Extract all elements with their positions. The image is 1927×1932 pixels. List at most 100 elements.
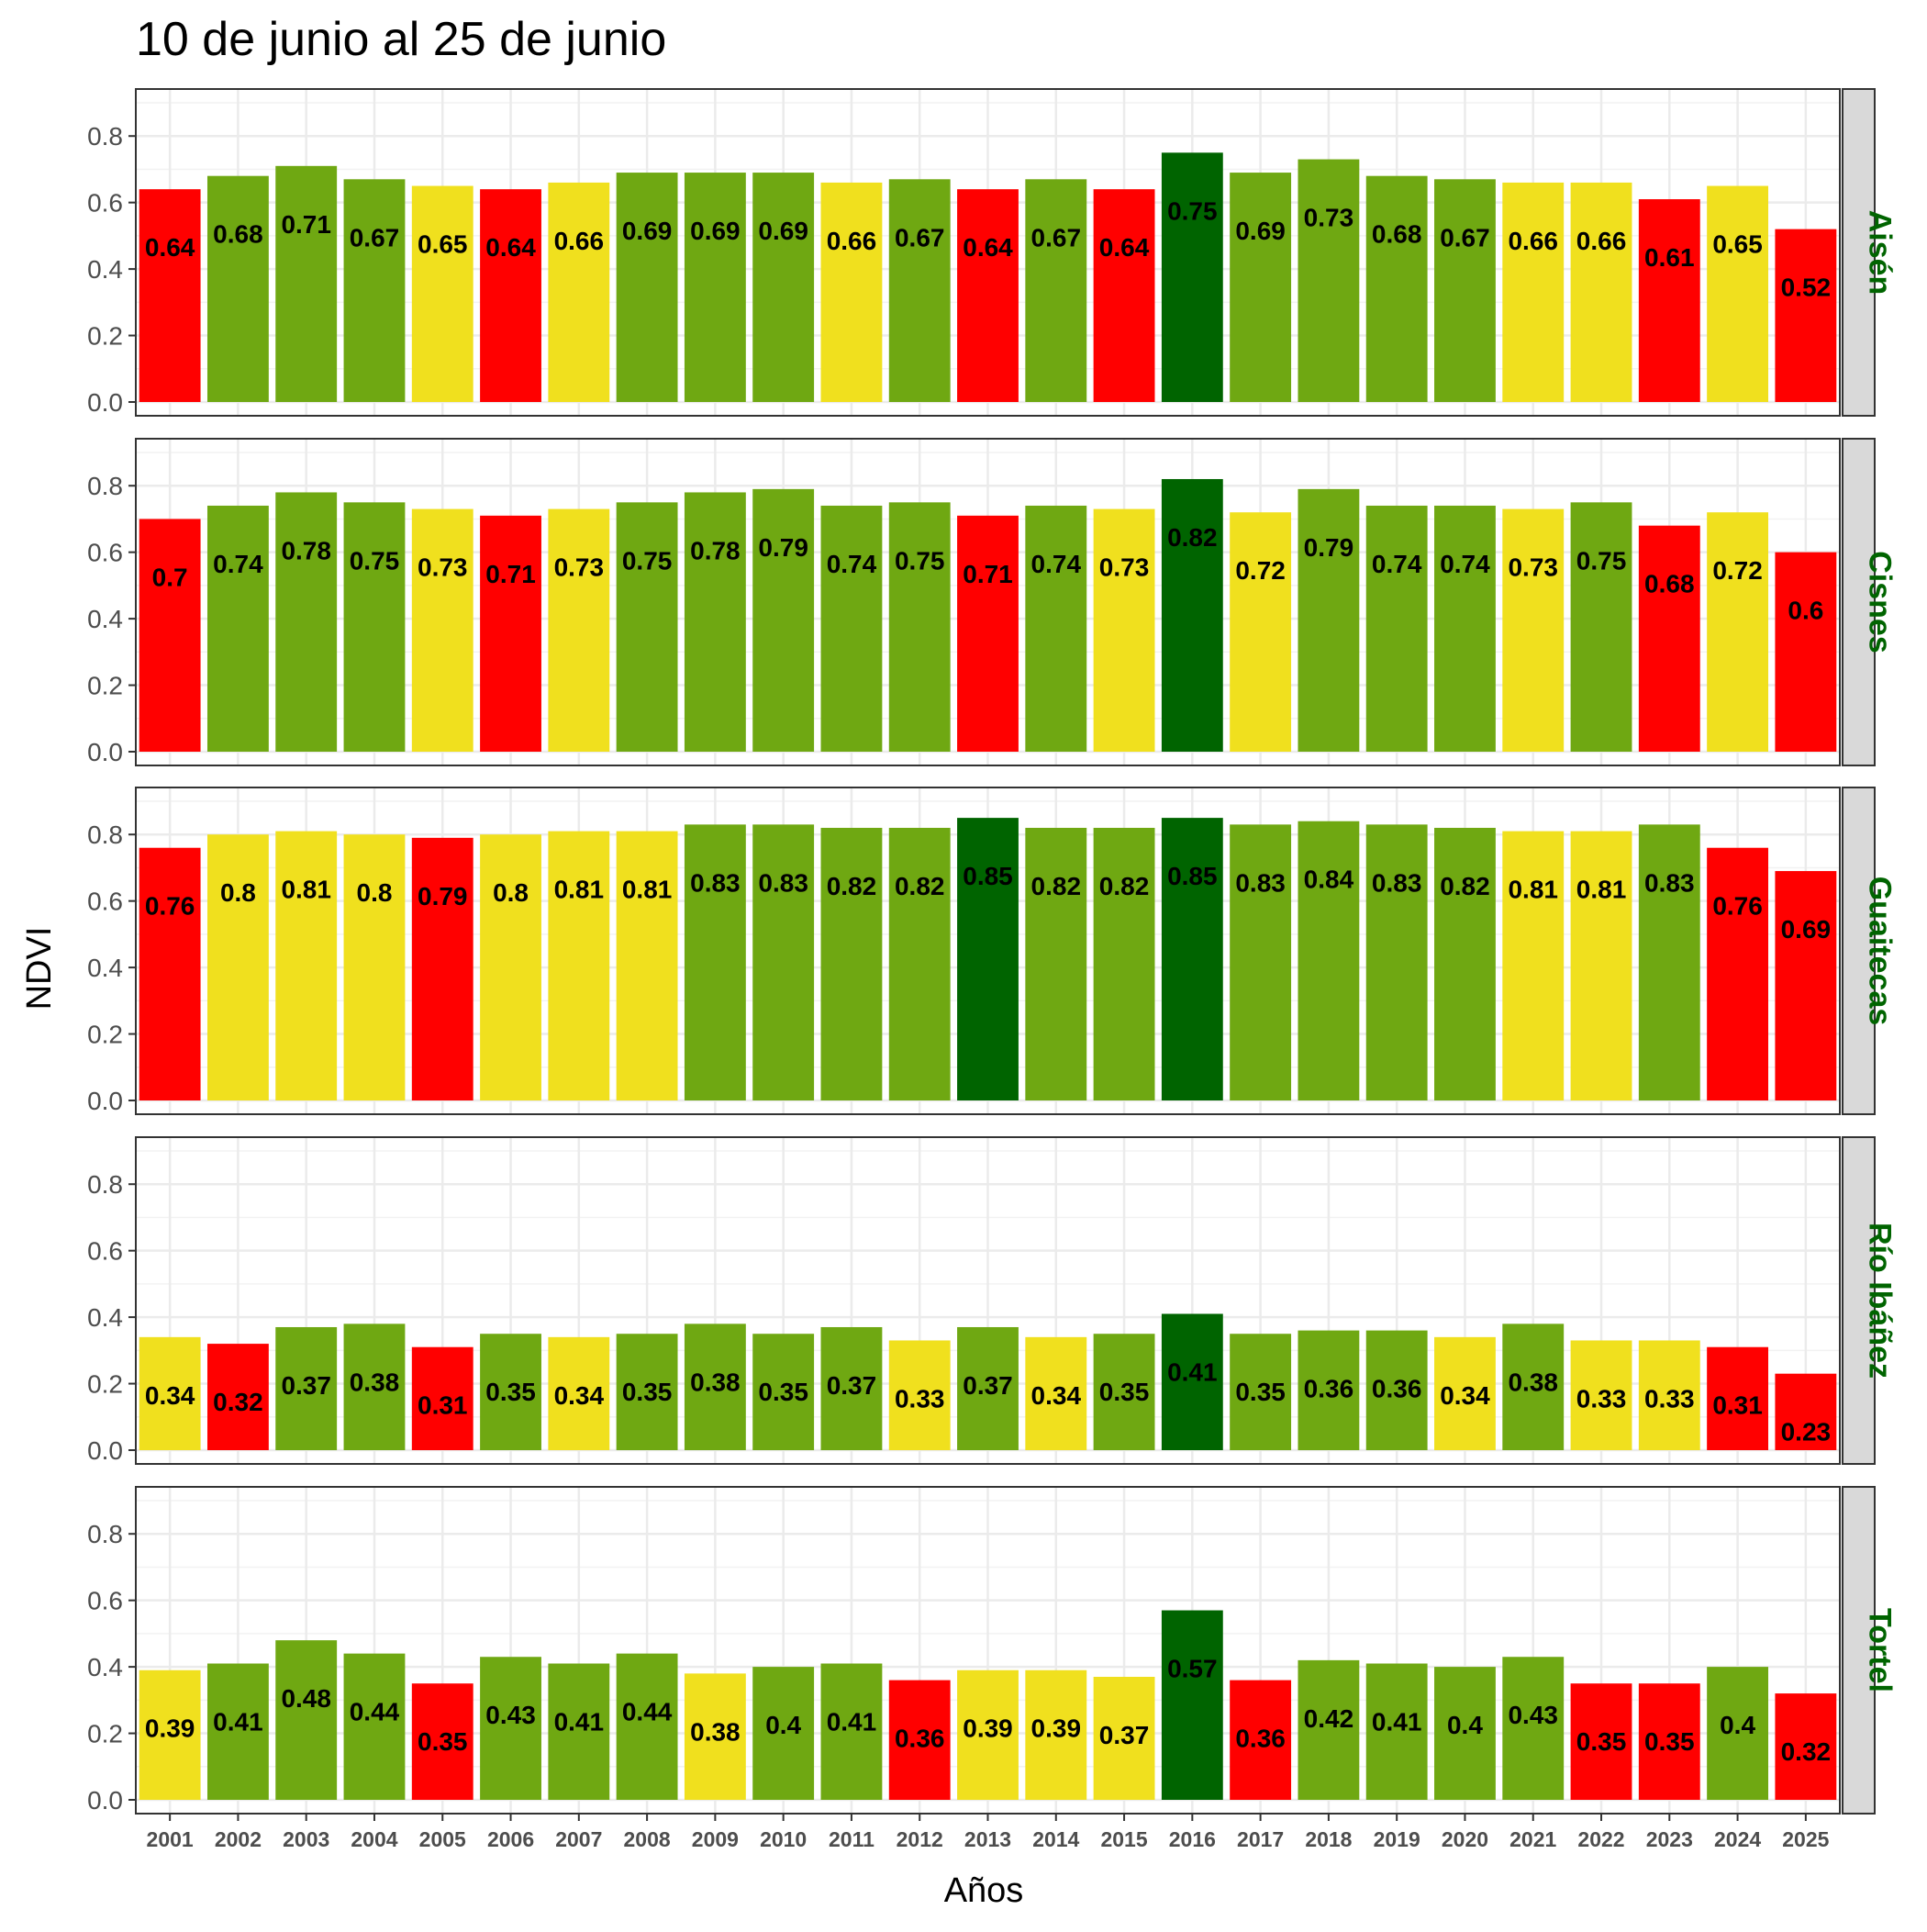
bar-value-label: 0.35 (485, 1378, 536, 1406)
bar-2020 (1434, 827, 1496, 1100)
facet-strip (1842, 787, 1876, 1115)
y-tick-label: 0.8 (87, 1170, 123, 1199)
bar-2022 (1570, 182, 1632, 402)
bar-value-label: 0.83 (1644, 868, 1695, 897)
x-tick-label: 2002 (215, 1827, 262, 1851)
bar-2012 (888, 1340, 951, 1450)
bar-value-label: 0.34 (145, 1381, 195, 1410)
bar-value-label: 0.72 (1712, 556, 1763, 585)
bar-2005 (411, 1683, 473, 1800)
bar-value-label: 0.83 (1235, 868, 1286, 897)
x-tick-label: 2009 (692, 1827, 739, 1851)
bar-value-label: 0.35 (418, 1727, 468, 1756)
x-tick-label: 2016 (1169, 1827, 1216, 1851)
bar-value-label: 0.34 (1031, 1381, 1082, 1410)
bar-2004 (343, 502, 406, 752)
y-tick-label: 0.4 (87, 954, 123, 982)
bar-2010 (752, 824, 815, 1100)
bar-2012 (888, 1680, 951, 1800)
panel-border (135, 88, 1841, 417)
bar-value-label: 0.64 (145, 233, 195, 262)
bar-value-label: 0.44 (350, 1698, 400, 1726)
bar-value-label: 0.69 (690, 217, 741, 245)
x-tick-label: 2005 (419, 1827, 466, 1851)
facet-panel-2: 0.76 0.8 0.81 0.8 0.79 0.8 0.81 0.81 0.83 0.83 0.8… (87, 787, 1898, 1115)
bar-value-label: 0.4 (765, 1711, 801, 1739)
bar-value-label: 0.66 (554, 227, 605, 255)
bar-2025 (1775, 552, 1837, 752)
facet-strip (1842, 1486, 1876, 1815)
bar-value-label: 0.39 (145, 1714, 195, 1743)
bar-2023 (1638, 199, 1700, 402)
bar-2008 (616, 502, 678, 752)
x-tick-label: 2021 (1509, 1827, 1556, 1851)
bar-2002 (206, 1344, 269, 1450)
bar-2009 (684, 824, 746, 1100)
bar-2015 (1093, 508, 1155, 752)
x-tick-label: 2024 (1714, 1827, 1761, 1851)
bar-2019 (1365, 824, 1428, 1100)
bar-value-label: 0.69 (1781, 915, 1832, 944)
bar-value-label: 0.81 (1576, 876, 1627, 904)
bar-2024 (1707, 847, 1769, 1100)
bar-value-label: 0.83 (690, 868, 741, 897)
x-tick-label: 2014 (1032, 1827, 1079, 1851)
bar-2014 (1025, 1670, 1087, 1800)
bar-value-label: 0.79 (418, 882, 468, 910)
bar-value-label: 0.74 (1440, 550, 1490, 578)
bar-2011 (820, 182, 883, 402)
bar-2004 (343, 834, 406, 1100)
bar-value-label: 0.66 (1508, 227, 1558, 255)
bar-value-label: 0.82 (827, 872, 877, 900)
bar-2011 (820, 1326, 883, 1450)
bar-value-label: 0.82 (1031, 872, 1082, 900)
x-tick-label: 2022 (1577, 1827, 1624, 1851)
bar-2022 (1570, 831, 1632, 1100)
bar-2006 (480, 834, 541, 1100)
x-axis-title: Años (944, 1871, 1024, 1910)
bar-value-label: 0.81 (1508, 876, 1558, 904)
x-tick-label: 2019 (1374, 1827, 1420, 1851)
bar-value-label: 0.32 (213, 1388, 263, 1416)
bar-2017 (1230, 1680, 1292, 1800)
bar-value-label: 0.33 (1576, 1384, 1627, 1413)
y-tick-label: 0.2 (87, 1370, 123, 1399)
bar-2023 (1638, 824, 1700, 1100)
bar-2009 (684, 1673, 746, 1800)
bar-2021 (1502, 182, 1565, 402)
bar-value-label: 0.71 (485, 560, 536, 588)
bar-value-label: 0.36 (895, 1725, 945, 1753)
bar-2012 (888, 502, 951, 752)
bar-value-label: 0.8 (220, 878, 256, 907)
bar-value-label: 0.36 (1372, 1375, 1422, 1403)
bar-2016 (1161, 152, 1223, 403)
facet-panel-4: 0.39 0.41 0.48 0.44 0.35 0.43 0.41 0.44 0.38 0.4 0… (87, 1486, 1898, 1851)
chart-title: 10 de junio al 25 de junio (136, 13, 666, 66)
facet-panel-1: 0.7 0.74 0.78 0.75 0.73 0.71 0.73 0.75 0.78 0.79 0… (87, 438, 1898, 766)
y-tick-label: 0.6 (87, 888, 123, 916)
bar-value-label: 0.31 (418, 1391, 468, 1420)
bar-2018 (1298, 488, 1360, 752)
bar-2018 (1298, 1330, 1360, 1450)
bar-2007 (548, 1663, 610, 1800)
bar-2001 (139, 1336, 201, 1450)
bar-2016 (1161, 1313, 1223, 1450)
bar-2010 (752, 1334, 815, 1450)
facet-strip (1842, 1136, 1876, 1465)
bar-2015 (1093, 827, 1155, 1100)
y-tick-label: 0.4 (87, 605, 123, 633)
bar-2014 (1025, 179, 1087, 402)
bar-2017 (1230, 1334, 1292, 1450)
bar-value-label: 0.67 (1031, 223, 1082, 251)
bar-value-label: 0.37 (281, 1371, 331, 1400)
bar-value-label: 0.65 (1712, 230, 1763, 259)
x-tick-label: 2001 (147, 1827, 194, 1851)
bar-2014 (1025, 827, 1087, 1100)
bar-value-label: 0.74 (827, 550, 877, 578)
bar-2002 (206, 505, 269, 752)
bar-2013 (957, 1326, 1019, 1450)
bar-value-label: 0.23 (1781, 1418, 1832, 1446)
bar-value-label: 0.36 (1235, 1725, 1286, 1753)
bar-value-label: 0.73 (1304, 204, 1354, 232)
